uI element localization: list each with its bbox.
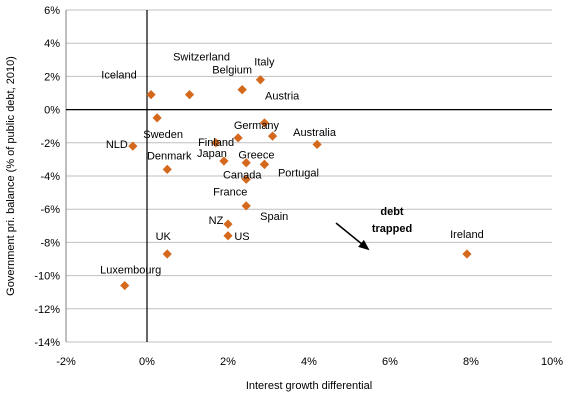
y-tick-label: -14% xyxy=(34,337,60,349)
y-tick-label: 2% xyxy=(44,71,60,83)
point-label: Japan xyxy=(197,148,227,160)
point-label: Iceland xyxy=(101,70,136,82)
x-axis-label: Interest growth differential xyxy=(246,380,372,392)
annotation-line-2: trapped xyxy=(372,223,412,235)
data-point xyxy=(162,249,172,259)
point-label: Ireland xyxy=(450,229,484,241)
point-label: Switzerland xyxy=(173,52,230,64)
data-point xyxy=(259,159,270,169)
data-point xyxy=(146,90,156,100)
data-point xyxy=(120,280,130,291)
x-tick-label: 8% xyxy=(463,356,479,368)
point-label: Finland xyxy=(198,137,234,149)
debt-trapped-annotation: debt trapped xyxy=(335,206,412,251)
y-axis-label: Government pri. balance (% of public deb… xyxy=(5,56,17,296)
x-tick-label: 0% xyxy=(139,356,155,368)
y-tick-label: -6% xyxy=(40,204,60,216)
point-label: NLD xyxy=(106,139,128,151)
data-point xyxy=(223,219,233,229)
point-label: Sweden xyxy=(143,129,183,141)
y-tick-label: -4% xyxy=(40,171,60,183)
data-point xyxy=(259,118,270,128)
y-tick-label: 6% xyxy=(44,5,60,17)
x-tick-label: -2% xyxy=(56,356,76,368)
point-label: France xyxy=(213,186,247,198)
data-point xyxy=(223,231,233,241)
y-tick-label: -10% xyxy=(34,271,60,283)
x-tick-label: 2% xyxy=(220,356,236,368)
point-label: Denmark xyxy=(147,150,192,162)
x-tick-label: 6% xyxy=(382,356,398,368)
data-point xyxy=(241,158,251,168)
point-label: Belgium xyxy=(212,65,252,77)
point-label: Austria xyxy=(265,91,300,103)
y-tick-label: -12% xyxy=(34,304,60,316)
point-label: US xyxy=(234,231,249,243)
point-label: Luxembourg xyxy=(100,265,161,277)
data-point xyxy=(241,174,251,184)
x-tick-labels: -2% 0% 2% 4% 6% 8% 10% xyxy=(56,356,563,368)
axes xyxy=(65,10,552,342)
y-tick-label: 4% xyxy=(44,38,60,50)
data-point xyxy=(211,138,221,148)
annotation-line-1: debt xyxy=(380,206,404,218)
data-point xyxy=(237,85,247,95)
data-point xyxy=(152,113,162,123)
point-label: NZ xyxy=(209,215,224,227)
point-label: Greece xyxy=(238,149,274,161)
data-point xyxy=(233,133,243,143)
point-label: Portugal xyxy=(278,167,319,179)
data-point xyxy=(255,75,265,85)
data-point xyxy=(184,90,195,100)
point-label: UK xyxy=(156,231,172,243)
x-tick-label: 10% xyxy=(541,356,563,368)
data-point xyxy=(219,156,229,166)
point-label: Italy xyxy=(254,57,275,69)
data-point xyxy=(267,131,278,141)
point-label: Germany xyxy=(234,120,280,132)
data-point xyxy=(462,249,472,259)
data-point xyxy=(162,164,172,174)
data-point xyxy=(312,139,322,150)
data-point xyxy=(241,201,251,211)
data-point xyxy=(128,141,138,151)
data-points xyxy=(120,75,472,291)
y-tick-labels: 6% 4% 2% 0% -2% -4% -6% -8% -10% -12% -14% xyxy=(34,5,60,349)
x-tick-label: 4% xyxy=(301,356,317,368)
y-tick-label: -2% xyxy=(40,138,60,150)
point-label: Canada xyxy=(223,170,262,182)
annotation-arrow-head xyxy=(358,239,370,251)
point-label: Spain xyxy=(260,211,288,223)
y-tick-label: 0% xyxy=(44,105,60,117)
y-tick-label: -8% xyxy=(40,237,60,249)
point-label: Australia xyxy=(293,127,337,139)
